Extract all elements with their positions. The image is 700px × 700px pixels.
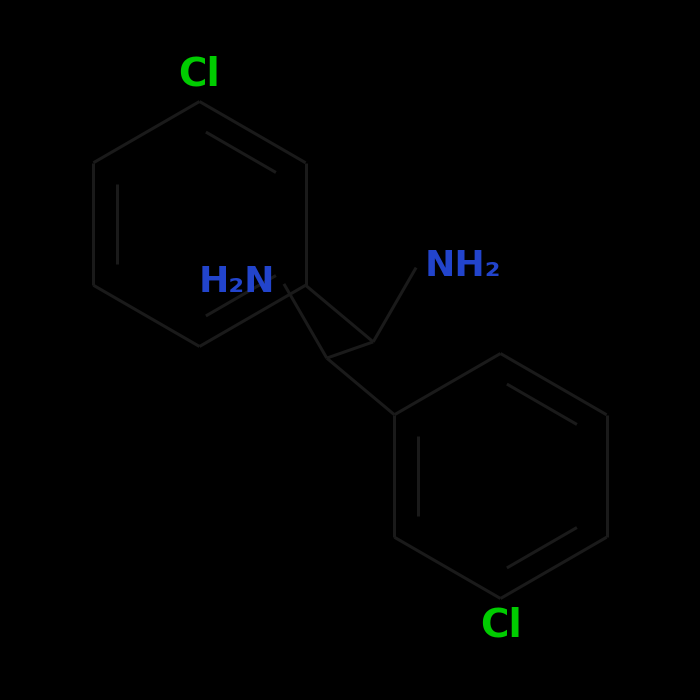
Text: Cl: Cl [480, 607, 522, 645]
Text: H₂N: H₂N [199, 265, 276, 300]
Text: NH₂: NH₂ [424, 249, 501, 284]
Text: Cl: Cl [178, 55, 220, 93]
